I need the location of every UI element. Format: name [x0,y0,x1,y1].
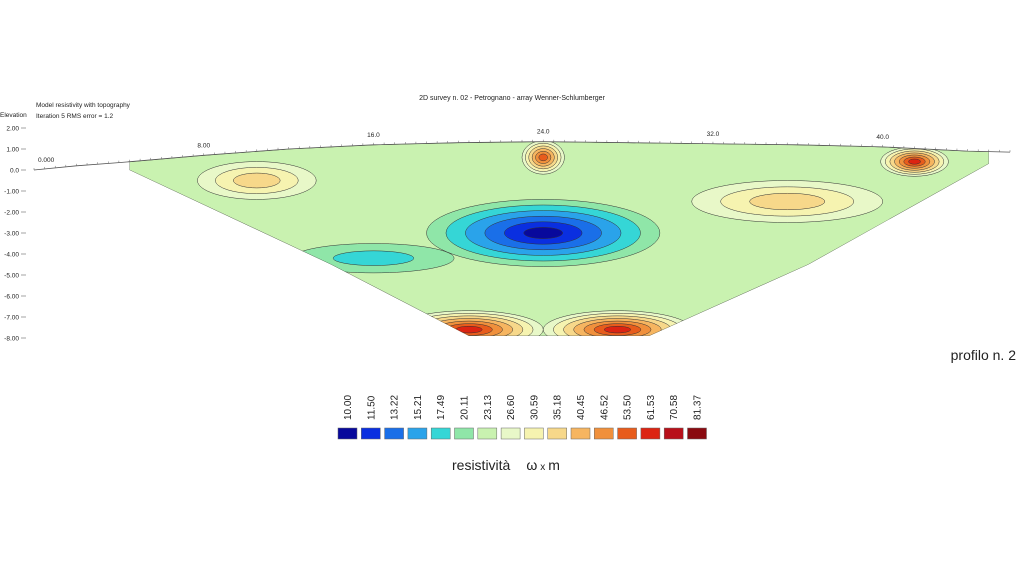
y-tick-label: -6.00 [4,294,19,301]
anomaly-high [521,141,565,175]
legend-value-label: 53.50 [623,395,634,420]
legend-swatch [524,427,544,440]
legend-value-label: 13.22 [390,395,401,420]
contour-band [233,172,281,189]
legend-swatch [640,427,661,440]
legend-swatch [337,427,358,440]
elevation-axis-label: Elevation [0,112,27,119]
unit-word: resistività [452,457,511,473]
y-tick-label: 0.0 [10,168,19,175]
legend-swatch [617,427,637,440]
legend-value-label: 61.53 [646,395,657,420]
y-tick-label: -3.00 [4,231,19,238]
x-tick-label: 8.00 [197,142,210,149]
contour-band [538,153,548,162]
anomaly-medium [691,180,883,223]
unit-meter: m [548,457,560,473]
y-tick-label: -2.00 [4,210,19,217]
color-scale-legend: 10.00 11.50 13.22 15.21 17.49 20.11 23.13 26.60… [337,395,707,440]
legend-swatch [687,427,707,440]
legend-value-label: 11.50 [366,395,377,420]
legend-swatch [407,427,428,440]
anomaly-low [292,243,455,274]
x-axis-ticks: 0.000 8.00 16.0 24.0 32.0 40.0 [38,129,889,164]
y-tick-label: -5.00 [4,273,19,280]
anomaly-high [394,310,544,336]
anomaly-high [542,310,692,336]
legend-value-label: 26.60 [506,395,517,420]
unit-times: x [540,462,546,473]
legend-value-label: 10.00 [343,395,354,420]
y-tick-label: -7.00 [4,315,19,322]
contour-band [332,250,415,266]
legend-value-label: 70.58 [669,395,680,420]
legend-value-label: 23.13 [483,395,494,420]
legend-value-label: 30.59 [529,395,540,420]
profile-label: profilo n. 2 [950,347,1016,363]
chart-title: 2D survey n. 02 - Petrognano - array Wen… [419,95,606,102]
model-description: Model resistivity with topography [36,102,131,109]
legend-value-label: 40.45 [576,395,587,420]
legend-swatch [570,427,591,440]
resistivity-section [129,141,989,336]
y-tick-label: 1.00 [6,147,19,154]
legend-value-label: 46.52 [599,395,610,420]
anomaly-medium [197,161,317,200]
contour-band [908,158,921,165]
x-tick-label: 16.0 [367,132,380,139]
contour-band [455,325,483,334]
legend-swatch [547,427,567,440]
x-tick-label: 0.000 [38,157,55,164]
anomaly-high [880,146,949,177]
legend-swatch [500,427,521,440]
legend-swatch [361,427,381,440]
x-tick-label: 24.0 [537,129,550,136]
y-axis: 2.00 1.00 0.0 -1.00 -2.00 -3.00 -4.00 -5.00 -6.0… [4,126,26,343]
y-tick-label: -4.00 [4,252,19,259]
legend-swatch [663,427,684,440]
legend-value-label: 81.37 [693,395,704,420]
x-tick-label: 32.0 [707,131,720,138]
legend-swatch [384,427,404,440]
x-tick-label: 40.0 [876,134,889,141]
contour-band [604,325,631,334]
y-tick-label: -1.00 [4,189,19,196]
legend-value-label: 20.11 [460,395,471,420]
electrode-ticks [33,139,1011,170]
anomaly-low [426,199,661,267]
legend-swatch [477,427,498,440]
contour-band [749,192,826,211]
legend-swatch [454,427,474,440]
y-tick-label: -8.00 [4,336,19,343]
legend-swatch [430,427,451,440]
unit-label: resistività ω x m [452,457,560,473]
legend-value-label: 15.21 [413,395,424,420]
legend-swatch [594,427,614,440]
contour-band [523,227,563,239]
y-tick-label: 2.00 [6,126,19,133]
iteration-info: Iteration 5 RMS error = 1.2 [36,113,114,120]
legend-value-label: 35.18 [553,395,564,420]
legend-value-label: 17.49 [436,395,447,420]
unit-symbol: ω [526,457,538,473]
